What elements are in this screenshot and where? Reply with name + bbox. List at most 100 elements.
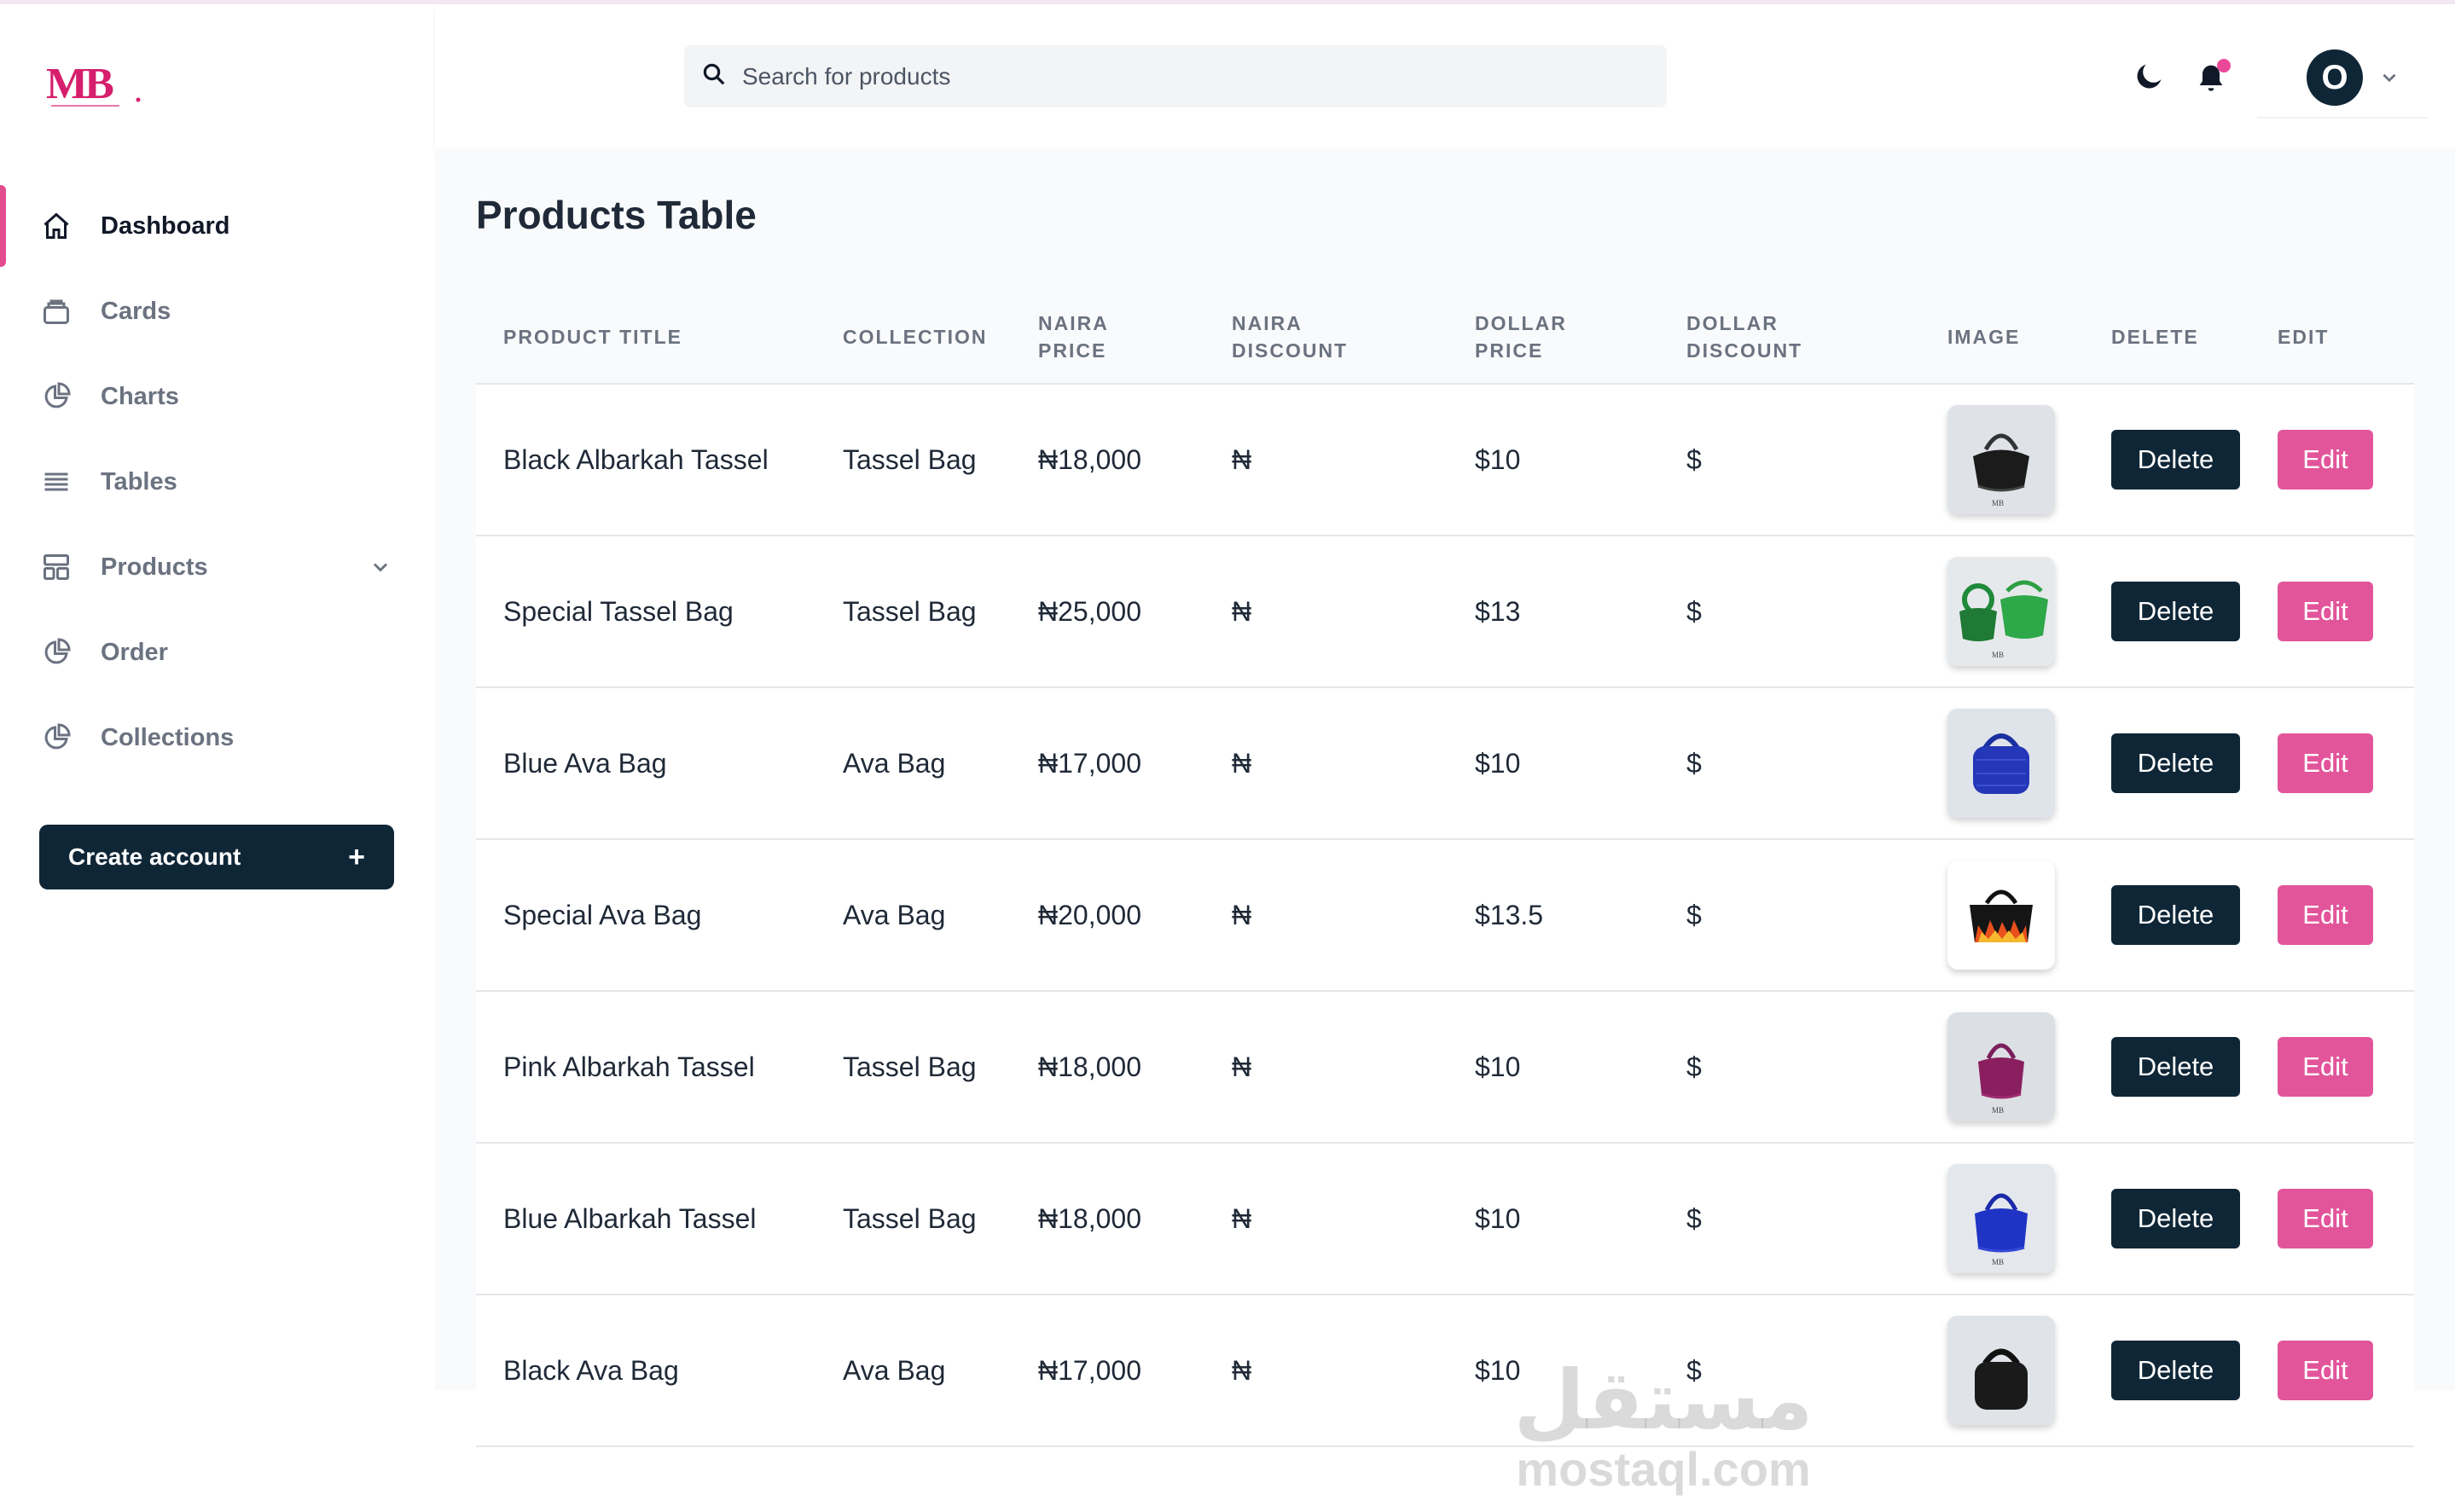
delete-button[interactable]: Delete [2111, 430, 2240, 490]
chevron-down-icon[interactable] [369, 555, 392, 579]
dollar-discount: $ [1686, 443, 1702, 475]
delete-cell: Delete [2084, 1189, 2250, 1248]
svg-text:MB: MB [1992, 1258, 2004, 1266]
edit-button[interactable]: Edit [2278, 1189, 2373, 1248]
sidebar-item-label: Cards [101, 297, 171, 325]
edit-button[interactable]: Edit [2278, 582, 2373, 641]
profile-menu[interactable]: O [2257, 38, 2428, 119]
notifications-button[interactable] [2194, 59, 2231, 96]
edit-cell: Edit [2250, 1189, 2414, 1248]
dollar-price: $13 [1475, 595, 1521, 627]
product-title: Black Ava Bag [503, 1354, 679, 1386]
page-title: Products Table [476, 193, 757, 237]
product-image: MB [1947, 1012, 2055, 1121]
sidebar-item-products[interactable]: Products [0, 524, 435, 610]
chevron-down-icon [2378, 67, 2400, 89]
dollar-discount: $ [1686, 747, 1702, 779]
black-ava-bag-icon [1947, 1316, 2055, 1425]
table-row: Black Ava Bag Ava Bag ₦17,000 ₦ $10 $ De… [476, 1295, 2414, 1447]
product-collection: Tassel Bag [843, 1051, 977, 1082]
brand-logo[interactable]: MB [43, 55, 145, 115]
product-image [1947, 860, 2055, 970]
mb-logo-icon: MB [46, 60, 141, 108]
edit-button[interactable]: Edit [2278, 430, 2373, 490]
table-row: Blue Albarkah Tassel Tassel Bag ₦18,000 … [476, 1144, 2414, 1295]
column-header: DELETE [2111, 326, 2199, 348]
naira-price: ₦25,000 [1038, 595, 1141, 627]
column-header: NAIRA DISCOUNT [1232, 312, 1349, 362]
dollar-discount: $ [1686, 595, 1702, 627]
naira-discount: ₦ [1232, 899, 1252, 930]
sidebar-item-charts[interactable]: Charts [0, 354, 435, 439]
table-header: PRODUCT TITLE COLLECTION NAIRA PRICE NAI… [476, 291, 2414, 385]
dollar-price: $10 [1475, 1202, 1521, 1234]
table-row: Special Ava Bag Ava Bag ₦20,000 ₦ $13.5 … [476, 840, 2414, 992]
sidebar-item-dashboard[interactable]: Dashboard [0, 183, 435, 269]
edit-cell: Edit [2250, 885, 2414, 945]
product-title: Blue Ava Bag [503, 747, 667, 779]
delete-button[interactable]: Delete [2111, 1189, 2240, 1248]
active-indicator [0, 185, 6, 267]
dollar-price: $10 [1475, 443, 1521, 475]
delete-cell: Delete [2084, 1341, 2250, 1400]
bell-icon [2199, 65, 2223, 91]
list-icon [39, 465, 73, 499]
sidebar-item-label: Charts [101, 382, 179, 410]
product-image-cell: MB [1920, 1164, 2084, 1273]
delete-button[interactable]: Delete [2111, 582, 2240, 641]
watermark-latin: mostaql.com [1516, 1442, 1811, 1496]
black-tassel-bag-icon: MB [1947, 405, 2055, 514]
naira-discount: ₦ [1232, 1051, 1252, 1082]
column-header: DOLLAR DISCOUNT [1686, 312, 1803, 362]
svg-text:MB: MB [46, 60, 113, 108]
table-row: Black Albarkah Tassel Tassel Bag ₦18,000… [476, 385, 2414, 536]
edit-button[interactable]: Edit [2278, 733, 2373, 793]
dollar-price: $10 [1475, 1051, 1521, 1082]
dark-mode-toggle[interactable] [2133, 59, 2167, 93]
sidebar-item-label: Tables [101, 467, 177, 495]
product-image-cell: MB [1920, 557, 2084, 666]
naira-discount: ₦ [1232, 747, 1252, 779]
blue-ava-bag-icon [1947, 709, 2055, 818]
products-table: PRODUCT TITLE COLLECTION NAIRA PRICE NAI… [476, 291, 2414, 1447]
product-image-cell: MB [1920, 1012, 2084, 1121]
delete-cell: Delete [2084, 430, 2250, 490]
sidebar-item-label: Collections [101, 723, 235, 751]
column-header: PRODUCT TITLE [503, 326, 682, 348]
main-content: Products Table PRODUCT TITLE COLLECTION … [435, 148, 2455, 1495]
delete-button[interactable]: Delete [2111, 1037, 2240, 1097]
delete-button[interactable]: Delete [2111, 733, 2240, 793]
plus-icon: + [348, 840, 365, 873]
table-row: Special Tassel Bag Tassel Bag ₦25,000 ₦ … [476, 536, 2414, 688]
dollar-price: $10 [1475, 1354, 1521, 1386]
product-collection: Ava Bag [843, 1354, 946, 1386]
product-image: MB [1947, 405, 2055, 514]
sidebar-item-tables[interactable]: Tables [0, 439, 435, 524]
delete-cell: Delete [2084, 582, 2250, 641]
naira-price: ₦17,000 [1038, 1354, 1141, 1386]
edit-cell: Edit [2250, 733, 2414, 793]
edit-button[interactable]: Edit [2278, 1341, 2373, 1400]
product-collection: Tassel Bag [843, 1202, 977, 1234]
create-account-label: Create account [68, 843, 241, 870]
edit-button[interactable]: Edit [2278, 1037, 2373, 1097]
sidebar-item-cards[interactable]: Cards [0, 269, 435, 354]
sidebar-item-order[interactable]: Order [0, 610, 435, 695]
top-accent-line [0, 0, 2455, 4]
column-header: NAIRA PRICE [1038, 312, 1108, 362]
dollar-discount: $ [1686, 899, 1702, 930]
delete-button[interactable]: Delete [2111, 1341, 2240, 1400]
naira-discount: ₦ [1232, 595, 1252, 627]
delete-button[interactable]: Delete [2111, 885, 2240, 945]
dollar-discount: $ [1686, 1202, 1702, 1234]
search-bar[interactable] [684, 45, 1667, 107]
edit-button[interactable]: Edit [2278, 885, 2373, 945]
edit-cell: Edit [2250, 1037, 2414, 1097]
sidebar-item-collections[interactable]: Collections [0, 695, 435, 780]
product-collection: Tassel Bag [843, 443, 977, 475]
dollar-price: $10 [1475, 747, 1521, 779]
notification-dot [2217, 59, 2231, 72]
search-input[interactable] [742, 62, 1638, 90]
flame-ava-bag-icon [1947, 860, 2055, 970]
create-account-button[interactable]: Create account + [39, 825, 394, 889]
